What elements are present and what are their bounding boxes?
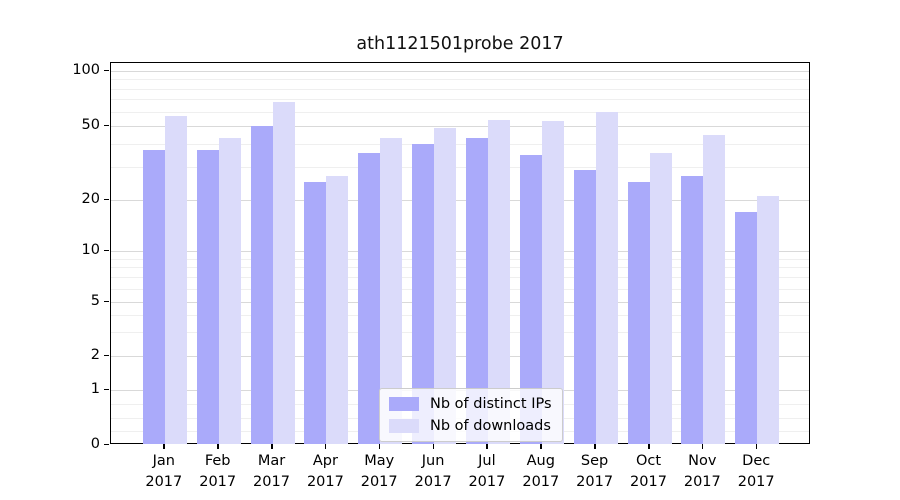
bar-distinct-ips (519, 154, 542, 444)
minor-gridline (111, 277, 809, 279)
bar-distinct-ips (250, 126, 273, 444)
major-gridline (111, 356, 809, 357)
minor-gridline (111, 167, 809, 169)
x-tick-mark (217, 444, 219, 449)
minor-gridline (111, 332, 809, 334)
bar-downloads (272, 101, 295, 444)
x-tick-label: Oct 2017 (630, 453, 667, 490)
minor-gridline (111, 88, 809, 90)
y-tick-mark (104, 249, 109, 251)
minor-gridline (111, 267, 809, 269)
x-tick-mark (324, 444, 327, 449)
x-tick-mark (701, 444, 704, 449)
bar-distinct-ips (412, 144, 435, 444)
y-tick-label: 5 (90, 293, 100, 309)
x-tick-mark (486, 444, 488, 449)
minor-gridline (111, 144, 809, 145)
y-tick-label: 20 (81, 191, 100, 207)
minor-gridline (111, 111, 809, 113)
x-tick-label: Mar 2017 (253, 453, 290, 490)
x-tick-label: Jul 2017 (468, 453, 506, 490)
bar-distinct-ips (358, 152, 381, 444)
x-tick-label: May 2017 (360, 453, 398, 490)
minor-gridline (111, 99, 809, 101)
x-tick-mark (378, 444, 381, 449)
minor-gridline (111, 258, 809, 260)
x-tick-mark (648, 444, 650, 449)
x-tick-mark (163, 444, 165, 449)
bar-downloads (164, 115, 187, 444)
x-tick-label: Apr 2017 (306, 453, 344, 490)
bar-distinct-ips (142, 150, 165, 444)
y-tick-mark (104, 69, 109, 71)
legend-swatch-downloads (389, 419, 419, 433)
bar-downloads (218, 138, 241, 444)
major-gridline (111, 302, 809, 303)
x-tick-label: Nov 2017 (683, 453, 721, 490)
chart-title: ath1121501probe 2017 (356, 34, 564, 54)
legend-item-downloads: Nb of downloads (389, 418, 552, 434)
bar-downloads (757, 196, 780, 444)
major-gridline (111, 200, 809, 201)
y-tick-label: 2 (90, 347, 100, 363)
bar-downloads (434, 127, 457, 444)
major-gridline (111, 251, 809, 252)
x-tick-label: Sep 2017 (576, 453, 614, 490)
bar-downloads (487, 119, 510, 444)
minor-gridline (111, 315, 809, 317)
bar-distinct-ips (304, 182, 327, 444)
bar-distinct-ips (465, 138, 488, 444)
y-tick-mark (104, 354, 109, 356)
legend-label: Nb of downloads (430, 418, 551, 434)
legend-swatch-distinct-ips (389, 397, 419, 411)
bar-distinct-ips (627, 182, 650, 444)
y-tick-mark (104, 124, 109, 126)
bar-downloads (649, 152, 672, 444)
x-tick-label: Dec 2017 (737, 453, 775, 490)
y-tick-mark (104, 443, 109, 445)
x-tick-label: Jan 2017 (145, 453, 183, 490)
major-gridline (111, 71, 809, 72)
legend-label: Nb of distinct IPs (430, 396, 552, 412)
bar-downloads (380, 138, 403, 444)
y-tick-mark (104, 198, 109, 200)
minor-gridline (111, 79, 809, 81)
bar-distinct-ips (681, 175, 704, 444)
x-tick-mark (271, 444, 273, 449)
x-tick-label: Aug 2017 (522, 453, 560, 490)
y-tick-label: 50 (81, 117, 100, 133)
x-tick-mark (594, 444, 596, 449)
bar-downloads (541, 121, 564, 444)
y-tick-mark (104, 300, 109, 302)
bar-distinct-ips (573, 170, 596, 444)
x-tick-label: Feb 2017 (199, 453, 237, 490)
major-gridline (111, 126, 809, 127)
bar-downloads (326, 175, 349, 444)
x-tick-mark (432, 444, 435, 449)
bar-distinct-ips (735, 212, 758, 444)
bar-downloads (595, 111, 618, 444)
x-tick-label: Jun 2017 (414, 453, 452, 490)
x-tick-mark (540, 444, 542, 449)
y-tick-label: 1 (90, 381, 100, 397)
bar-distinct-ips (196, 150, 219, 444)
y-tick-label: 100 (72, 62, 100, 78)
y-tick-label: 10 (81, 242, 100, 258)
legend-item-distinct-ips: Nb of distinct IPs (389, 396, 552, 412)
plot-area: Nb of distinct IPs Nb of downloads (110, 62, 810, 444)
y-tick-mark (104, 388, 109, 390)
x-tick-mark (755, 444, 758, 449)
bar-downloads (703, 134, 726, 444)
legend: Nb of distinct IPs Nb of downloads (379, 388, 563, 442)
y-tick-label: 0 (90, 436, 100, 452)
minor-gridline (111, 288, 809, 290)
